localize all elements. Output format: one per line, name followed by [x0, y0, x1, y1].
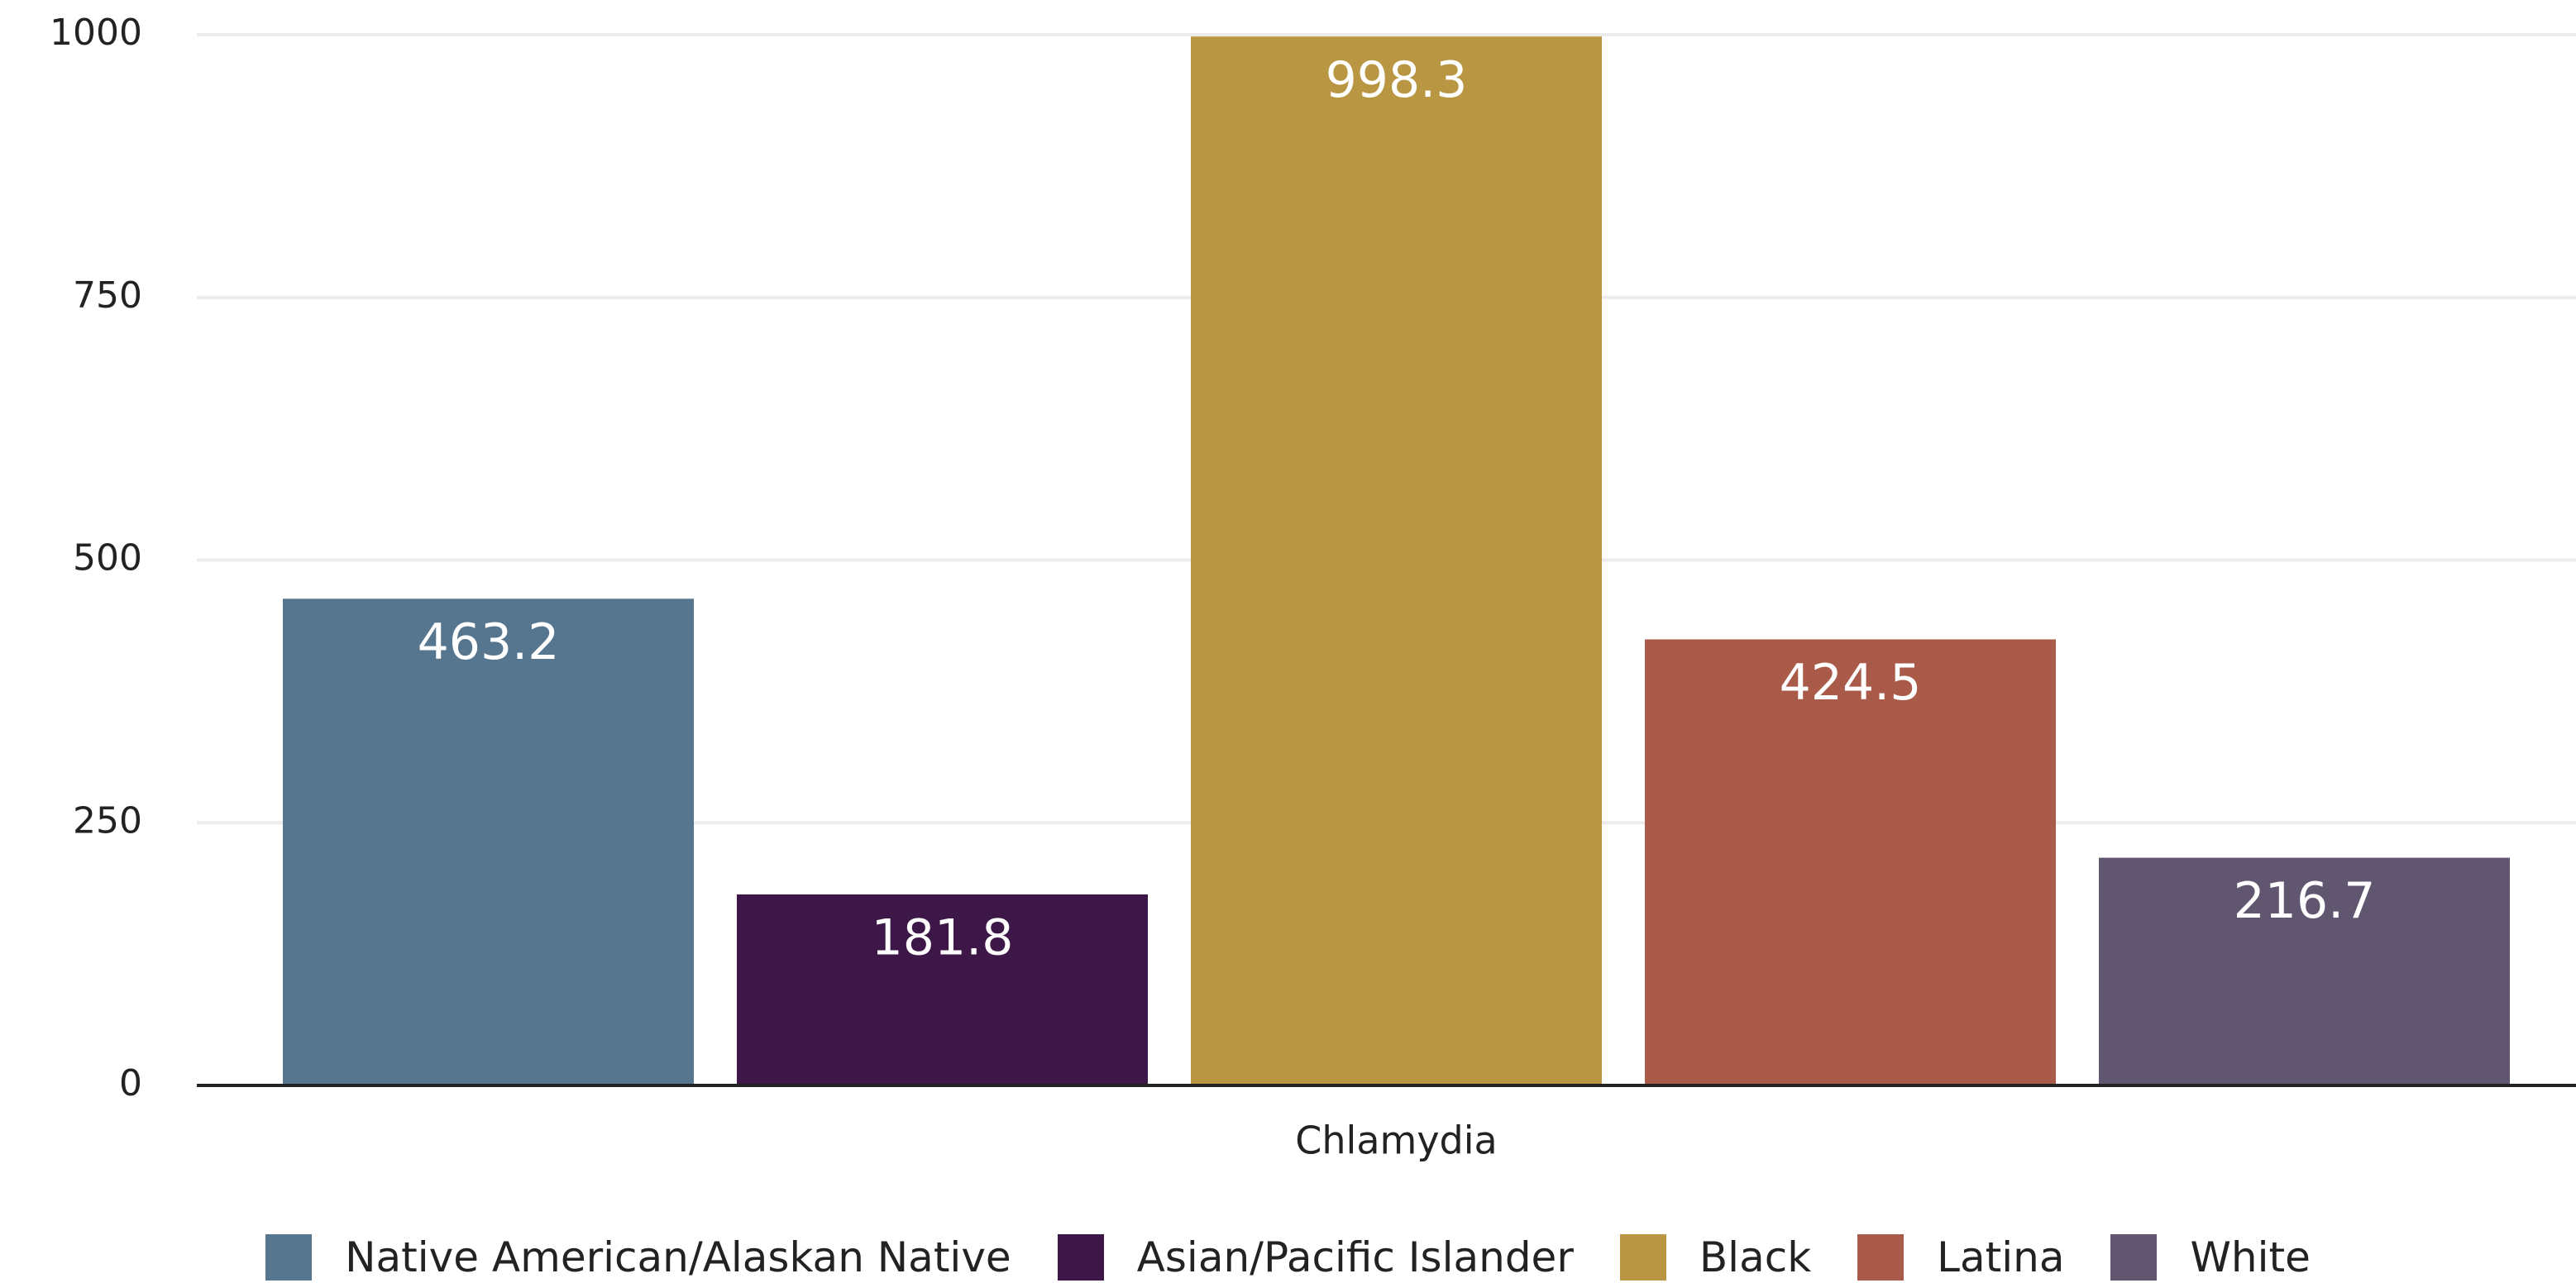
legend-item: Latina [1857, 1233, 2064, 1281]
legend-swatch [2110, 1234, 2158, 1281]
x-tick-label: Chlamydia [1295, 1118, 1497, 1163]
value-label: 463.2 [418, 613, 560, 671]
y-tick-label: 250 [73, 799, 142, 842]
y-tick-label: 1000 [50, 12, 142, 54]
legend-label: Black [1699, 1233, 1812, 1281]
legend-swatch [1057, 1234, 1104, 1281]
value-label: 998.3 [1326, 51, 1468, 109]
legend-label: White [2190, 1233, 2311, 1281]
y-tick-label: 500 [73, 537, 142, 579]
legend-item: Asian/Pacific Islander [1057, 1233, 1574, 1281]
legend-swatch [1619, 1234, 1666, 1281]
value-label: 181.8 [872, 909, 1014, 967]
legend-item: Black [1619, 1233, 1812, 1281]
bar [283, 599, 694, 1085]
legend-item: White [2110, 1233, 2311, 1281]
y-tick-label: 750 [73, 274, 142, 317]
bar [2099, 857, 2510, 1085]
value-label: 216.7 [2234, 872, 2376, 930]
legend-label: Native American/Alaskan Native [345, 1233, 1011, 1281]
y-tick-label: 0 [119, 1062, 142, 1104]
bar [1645, 639, 2056, 1085]
bar [1191, 36, 1602, 1086]
legend-swatch [265, 1234, 313, 1281]
legend-label: Latina [1937, 1233, 2065, 1281]
legend: Native American/Alaskan Native Asian/Paci… [0, 1233, 2576, 1281]
legend-label: Asian/Pacific Islander [1136, 1233, 1574, 1281]
legend-swatch [1857, 1234, 1905, 1281]
legend-item: Native American/Alaskan Native [265, 1233, 1011, 1281]
chart: 0 250 500 750 1000 463.2 181.8 998.3 424.5 216.7 C… [50, 12, 2576, 1163]
bar [737, 894, 1148, 1085]
value-label: 424.5 [1780, 654, 1922, 712]
